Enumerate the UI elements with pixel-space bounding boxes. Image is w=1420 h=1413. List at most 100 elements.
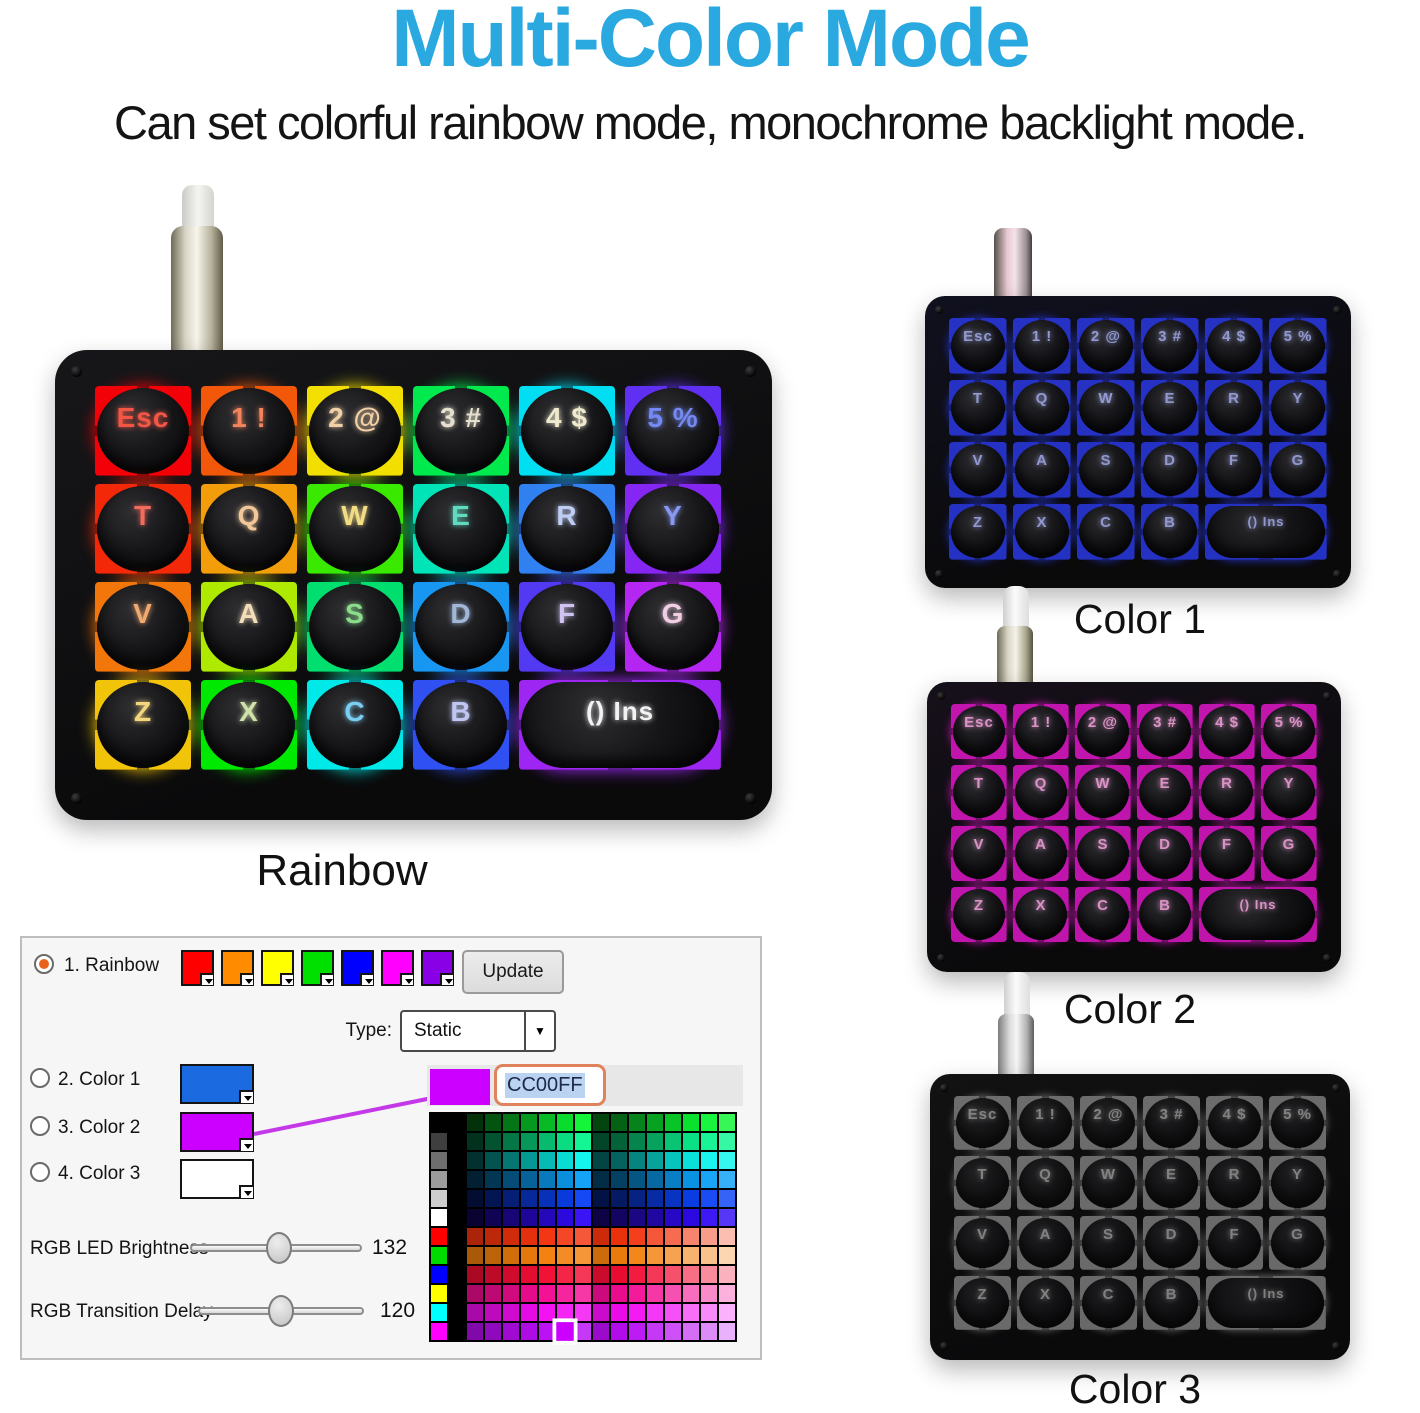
palette-cell[interactable] xyxy=(503,1285,519,1302)
palette-cell[interactable] xyxy=(539,1152,555,1169)
palette-cell[interactable] xyxy=(503,1152,519,1169)
chevron-down-icon[interactable] xyxy=(200,973,213,985)
palette-cell[interactable] xyxy=(539,1285,555,1302)
palette-cell[interactable] xyxy=(539,1171,555,1188)
palette-cell[interactable] xyxy=(485,1152,501,1169)
palette-cell[interactable] xyxy=(431,1133,447,1150)
palette-cell[interactable] xyxy=(611,1190,627,1207)
brightness-slider-thumb[interactable] xyxy=(266,1232,292,1264)
palette-cell[interactable] xyxy=(647,1190,663,1207)
color1-swatch-button[interactable] xyxy=(180,1064,254,1104)
chevron-down-icon[interactable] xyxy=(240,973,253,985)
palette-cell[interactable] xyxy=(575,1247,591,1264)
palette-cell[interactable] xyxy=(485,1304,501,1321)
palette-cell[interactable] xyxy=(557,1247,573,1264)
palette-cell[interactable] xyxy=(575,1285,591,1302)
palette-cell[interactable] xyxy=(467,1304,483,1321)
palette-cell[interactable] xyxy=(683,1228,699,1245)
palette-cell[interactable] xyxy=(593,1228,609,1245)
palette-cell[interactable] xyxy=(557,1285,573,1302)
palette-cell[interactable] xyxy=(552,1318,578,1345)
chevron-down-icon[interactable] xyxy=(440,973,453,985)
palette-cell[interactable] xyxy=(431,1190,447,1207)
palette-cell[interactable] xyxy=(431,1304,447,1321)
palette-cell[interactable] xyxy=(647,1304,663,1321)
palette-cell[interactable] xyxy=(485,1228,501,1245)
radio-color2[interactable] xyxy=(30,1116,50,1136)
palette-cell[interactable] xyxy=(683,1152,699,1169)
palette-cell[interactable] xyxy=(575,1152,591,1169)
palette-cell[interactable] xyxy=(593,1247,609,1264)
rainbow-swatch-button[interactable] xyxy=(421,950,454,986)
palette-cell[interactable] xyxy=(629,1304,645,1321)
palette-cell[interactable] xyxy=(449,1247,465,1264)
palette-cell[interactable] xyxy=(557,1114,573,1131)
palette-cell[interactable] xyxy=(575,1190,591,1207)
palette-cell[interactable] xyxy=(683,1285,699,1302)
palette-cell[interactable] xyxy=(539,1266,555,1283)
palette-cell[interactable] xyxy=(521,1171,537,1188)
palette-cell[interactable] xyxy=(503,1323,519,1340)
palette-cell[interactable] xyxy=(611,1285,627,1302)
palette-cell[interactable] xyxy=(539,1247,555,1264)
palette-cell[interactable] xyxy=(431,1171,447,1188)
hex-color-input[interactable]: CC00FF xyxy=(494,1064,606,1106)
palette-cell[interactable] xyxy=(575,1323,591,1340)
palette-cell[interactable] xyxy=(431,1114,447,1131)
palette-cell[interactable] xyxy=(665,1209,681,1226)
palette-cell[interactable] xyxy=(485,1266,501,1283)
palette-cell[interactable] xyxy=(467,1266,483,1283)
update-button[interactable]: Update xyxy=(462,950,564,994)
chevron-down-icon[interactable] xyxy=(239,1138,253,1151)
palette-cell[interactable] xyxy=(557,1190,573,1207)
palette-cell[interactable] xyxy=(503,1228,519,1245)
palette-cell[interactable] xyxy=(629,1247,645,1264)
palette-cell[interactable] xyxy=(719,1285,735,1302)
palette-cell[interactable] xyxy=(467,1114,483,1131)
palette-cell[interactable] xyxy=(719,1152,735,1169)
palette-cell[interactable] xyxy=(449,1266,465,1283)
palette-cell[interactable] xyxy=(647,1209,663,1226)
radio-rainbow[interactable] xyxy=(34,954,54,974)
palette-cell[interactable] xyxy=(719,1266,735,1283)
palette-cell[interactable] xyxy=(485,1133,501,1150)
palette-cell[interactable] xyxy=(539,1228,555,1245)
palette-cell[interactable] xyxy=(449,1323,465,1340)
palette-cell[interactable] xyxy=(719,1304,735,1321)
palette-cell[interactable] xyxy=(665,1304,681,1321)
palette-cell[interactable] xyxy=(503,1304,519,1321)
palette-cell[interactable] xyxy=(503,1133,519,1150)
palette-cell[interactable] xyxy=(575,1228,591,1245)
palette-cell[interactable] xyxy=(503,1114,519,1131)
palette-cell[interactable] xyxy=(647,1266,663,1283)
palette-cell[interactable] xyxy=(449,1190,465,1207)
palette-cell[interactable] xyxy=(575,1171,591,1188)
chevron-down-icon[interactable] xyxy=(320,973,333,985)
palette-cell[interactable] xyxy=(593,1114,609,1131)
palette-cell[interactable] xyxy=(629,1285,645,1302)
palette-cell[interactable] xyxy=(647,1228,663,1245)
palette-cell[interactable] xyxy=(593,1209,609,1226)
palette-cell[interactable] xyxy=(467,1228,483,1245)
palette-cell[interactable] xyxy=(467,1209,483,1226)
palette-cell[interactable] xyxy=(719,1171,735,1188)
palette-cell[interactable] xyxy=(593,1285,609,1302)
palette-cell[interactable] xyxy=(521,1266,537,1283)
palette-cell[interactable] xyxy=(593,1190,609,1207)
palette-cell[interactable] xyxy=(467,1152,483,1169)
palette-cell[interactable] xyxy=(575,1304,591,1321)
palette-cell[interactable] xyxy=(665,1114,681,1131)
palette-cell[interactable] xyxy=(593,1304,609,1321)
palette-cell[interactable] xyxy=(575,1266,591,1283)
palette-cell[interactable] xyxy=(647,1247,663,1264)
palette-cell[interactable] xyxy=(521,1228,537,1245)
palette-cell[interactable] xyxy=(665,1247,681,1264)
palette-cell[interactable] xyxy=(575,1133,591,1150)
palette-cell[interactable] xyxy=(431,1266,447,1283)
palette-cell[interactable] xyxy=(431,1323,447,1340)
palette-cell[interactable] xyxy=(449,1171,465,1188)
palette-cell[interactable] xyxy=(719,1114,735,1131)
palette-cell[interactable] xyxy=(611,1209,627,1226)
palette-cell[interactable] xyxy=(467,1285,483,1302)
palette-cell[interactable] xyxy=(647,1323,663,1340)
